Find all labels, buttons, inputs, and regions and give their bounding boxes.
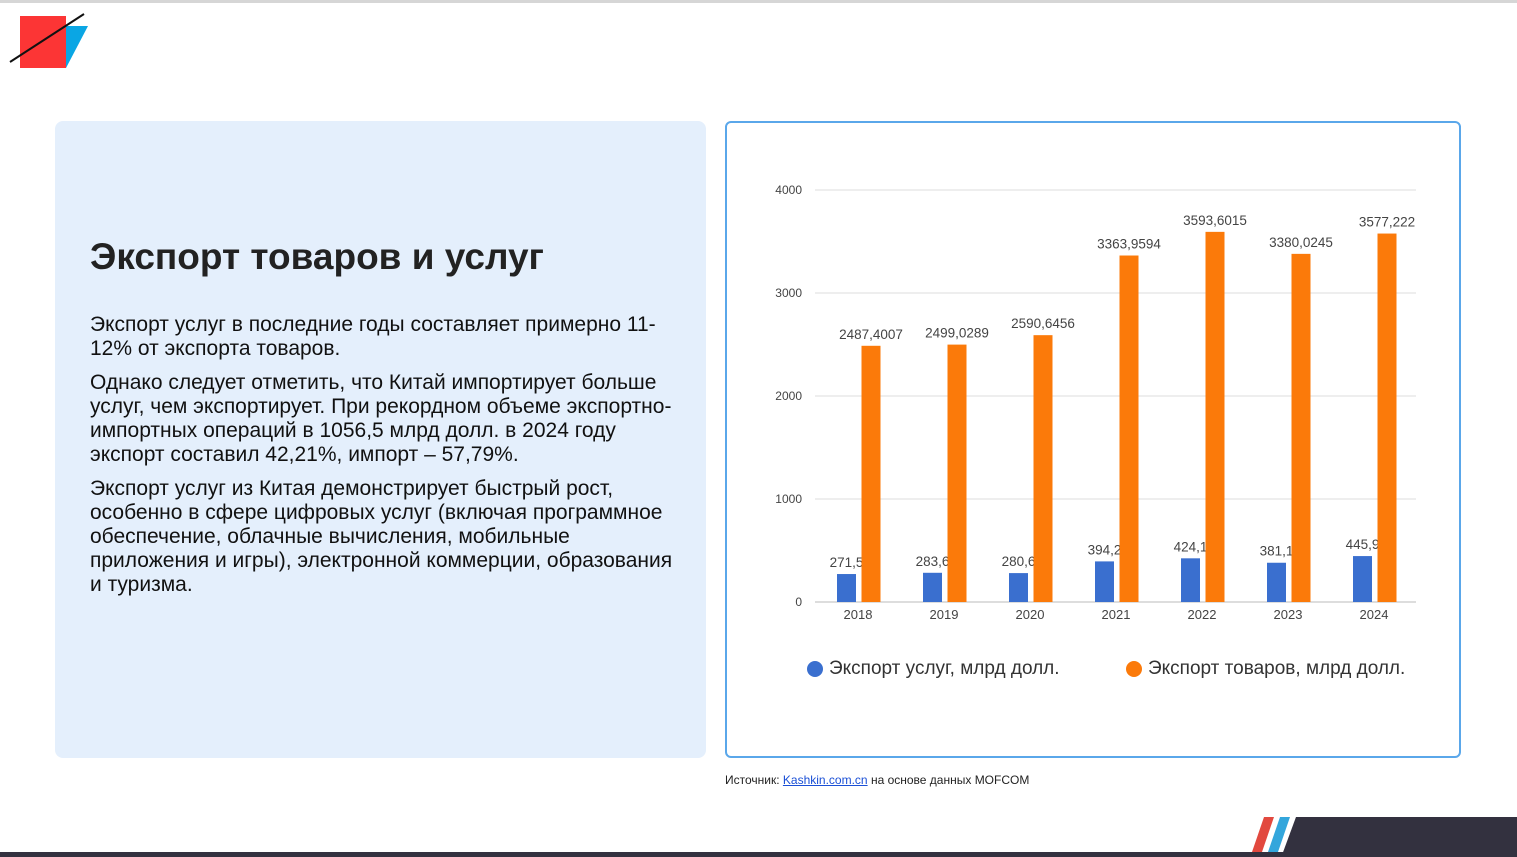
legend-dot-icon	[807, 661, 823, 677]
page-title: Экспорт товаров и услуг	[90, 236, 544, 277]
bar-chart: 0 1000 2000 3000 4000 2018 271,5 2487,4007 2019 2…	[775, 183, 1416, 622]
bar-goods	[1119, 255, 1139, 602]
footer-stripes	[1252, 817, 1517, 855]
legend-label: Экспорт товаров, млрд долл.	[1148, 658, 1406, 679]
data-label: 271,5	[830, 555, 864, 570]
legend-label: Экспорт услуг, млрд долл.	[829, 658, 1060, 679]
legend-dot-icon	[1126, 661, 1142, 677]
top-bar	[0, 0, 1517, 3]
x-tick-label: 2020	[1016, 607, 1045, 622]
bar-services	[1095, 561, 1114, 602]
source-link[interactable]: Kashkin.com.cn	[782, 773, 868, 787]
x-tick-label: 2018	[844, 607, 873, 622]
logo	[9, 13, 88, 68]
x-tick-label: 2022	[1188, 607, 1217, 622]
bar-services	[1181, 558, 1200, 602]
data-label: 394,2	[1088, 542, 1122, 557]
bar-services	[1353, 556, 1372, 602]
paragraph: Экспорт услуг в последние годы составляе…	[90, 313, 656, 360]
y-tick-label: 4000	[775, 183, 802, 197]
bar-goods	[1291, 253, 1311, 602]
bar-goods	[1377, 233, 1397, 602]
paragraph: Экспорт услуг из Китая демонстрирует быс…	[90, 477, 673, 596]
data-label: 381,1	[1260, 544, 1294, 559]
y-tick-label: 3000	[775, 286, 802, 300]
bar-services	[1267, 562, 1286, 602]
source-note: Источник: Kashkin.com.cn на основе данны…	[725, 773, 1029, 787]
bar-services	[1009, 573, 1028, 602]
data-label: 424,1	[1174, 539, 1208, 554]
x-tick-label: 2024	[1360, 607, 1389, 622]
source-prefix: Источник:	[725, 773, 783, 787]
footer-bar	[0, 852, 1517, 857]
bar-services	[837, 574, 856, 602]
bar-services	[923, 572, 942, 602]
bar-goods	[947, 344, 967, 602]
data-label: 3593,6015	[1183, 213, 1247, 228]
data-label: 445,9	[1346, 537, 1380, 552]
text-card	[55, 121, 706, 758]
legend-item-services: Экспорт услуг, млрд долл.	[807, 658, 1060, 680]
data-label: 3380,0245	[1269, 235, 1333, 250]
x-tick-label: 2023	[1274, 607, 1303, 622]
legend-item-goods: Экспорт товаров, млрд долл.	[1126, 658, 1405, 680]
chart-container: 0 1000 2000 3000 4000 2018 271,5 2487,4007 2019 2…	[725, 121, 1461, 758]
data-label: 2499,0289	[925, 326, 989, 341]
data-label: 2590,6456	[1011, 316, 1075, 331]
bar-goods	[861, 345, 881, 602]
data-label: 280,6	[1002, 554, 1036, 569]
bar-goods	[1033, 335, 1053, 602]
data-label: 3363,9594	[1097, 237, 1161, 252]
bar-goods	[1205, 231, 1225, 602]
y-tick-label: 2000	[775, 389, 802, 403]
x-tick-label: 2019	[930, 607, 959, 622]
data-label: 3577,222	[1359, 215, 1415, 230]
x-tick-label: 2021	[1102, 607, 1131, 622]
source-suffix: на основе данных MOFCOM	[867, 773, 1030, 787]
paragraph: Однако следует отметить, что Китай импор…	[90, 371, 672, 466]
data-label: 2487,4007	[839, 327, 903, 342]
body-text: Экспорт услуг в последние годы составляе…	[90, 313, 680, 607]
y-tick-label: 0	[795, 595, 802, 609]
y-tick-label: 1000	[775, 492, 802, 506]
data-label: 283,6	[916, 554, 950, 569]
